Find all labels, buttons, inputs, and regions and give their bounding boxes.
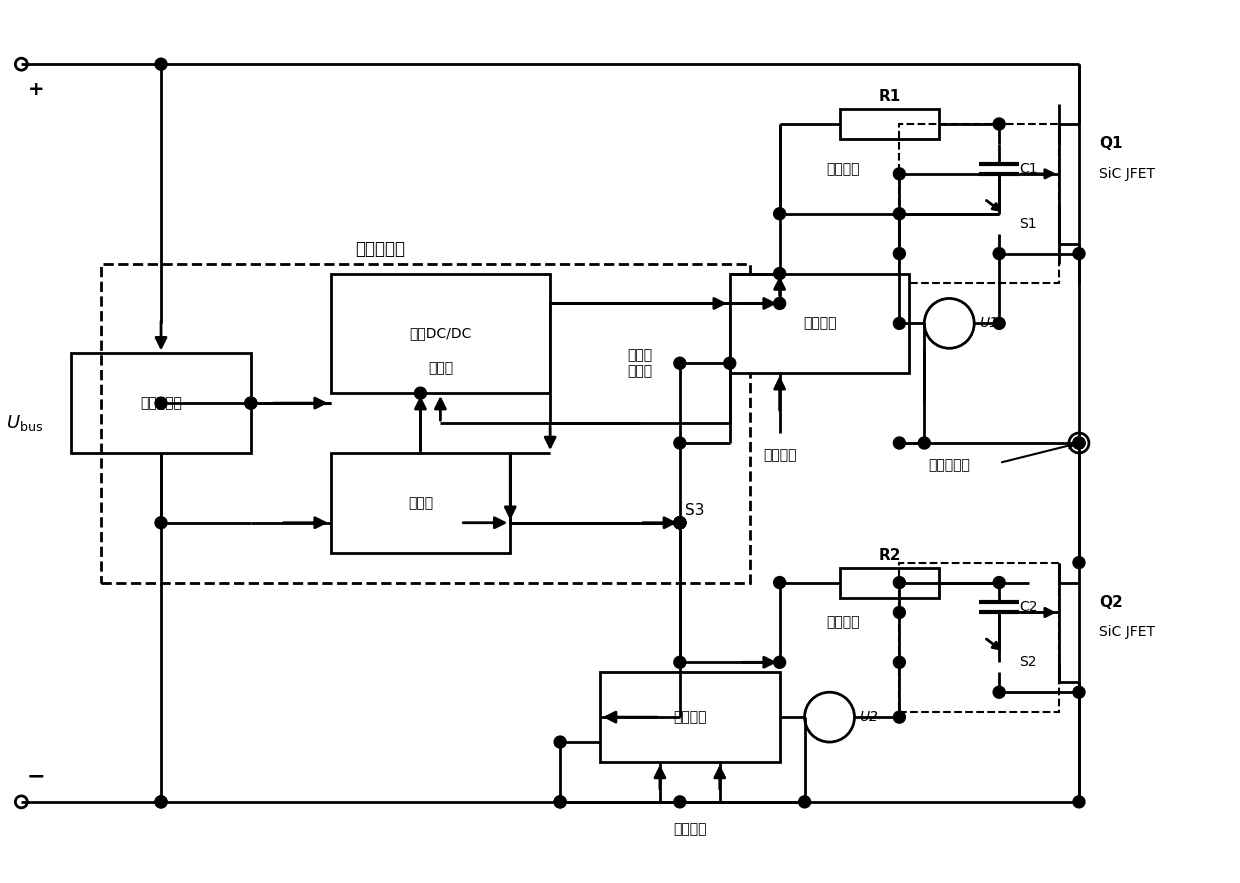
Text: $U_{\rm bus}$: $U_{\rm bus}$ [6, 413, 43, 433]
Circle shape [155, 796, 167, 808]
Circle shape [155, 397, 167, 409]
Circle shape [155, 796, 167, 808]
Text: SiC JFET: SiC JFET [1099, 625, 1154, 639]
Circle shape [1073, 796, 1085, 808]
Circle shape [673, 517, 686, 529]
Circle shape [673, 517, 686, 529]
Bar [899, 562, 1059, 713]
Circle shape [244, 397, 257, 409]
Circle shape [893, 437, 905, 449]
Circle shape [993, 686, 1006, 698]
Circle shape [554, 796, 567, 808]
Text: 控制器: 控制器 [408, 496, 433, 509]
Text: 快速DC/DC: 快速DC/DC [409, 327, 471, 340]
Text: +: + [29, 79, 45, 99]
Circle shape [893, 208, 905, 220]
Circle shape [774, 298, 786, 309]
Circle shape [993, 247, 1006, 260]
Circle shape [893, 168, 905, 180]
Text: C1: C1 [1019, 162, 1038, 176]
Text: 辅助电路: 辅助电路 [826, 162, 859, 176]
Circle shape [724, 358, 735, 369]
Circle shape [673, 358, 686, 369]
Text: 自保护电路: 自保护电路 [356, 239, 405, 258]
Text: Q1: Q1 [1099, 137, 1122, 152]
Circle shape [673, 656, 686, 668]
Bar [551, 304, 730, 423]
Circle shape [893, 577, 905, 589]
Circle shape [893, 656, 905, 668]
Text: 线性调节器: 线性调节器 [140, 396, 182, 410]
Circle shape [774, 268, 786, 280]
Circle shape [893, 317, 905, 329]
Circle shape [673, 517, 686, 529]
Text: Q2: Q2 [1099, 595, 1122, 610]
Circle shape [774, 656, 786, 668]
Bar [102, 263, 750, 583]
Bar [331, 274, 551, 393]
Circle shape [993, 118, 1006, 130]
Text: −: − [27, 767, 46, 787]
Circle shape [893, 711, 905, 723]
Text: SiC JFET: SiC JFET [1099, 167, 1154, 181]
Text: C2: C2 [1019, 600, 1038, 615]
Circle shape [774, 577, 786, 589]
Bar [331, 453, 510, 553]
Circle shape [993, 577, 1006, 589]
Bar [730, 274, 909, 374]
Text: U1: U1 [980, 316, 998, 330]
Text: 信号调
理电路: 信号调 理电路 [627, 348, 652, 378]
Circle shape [673, 517, 686, 529]
Bar [600, 672, 780, 762]
Circle shape [893, 247, 905, 260]
Circle shape [554, 736, 567, 748]
Circle shape [1073, 437, 1085, 449]
Text: 电流传感器: 电流传感器 [929, 458, 970, 472]
Circle shape [155, 517, 167, 529]
Text: 驱动芯片: 驱动芯片 [802, 316, 836, 330]
Bar [839, 109, 939, 139]
Text: S3: S3 [684, 502, 704, 517]
Text: 驱动芯片: 驱动芯片 [673, 710, 707, 724]
Circle shape [1073, 556, 1085, 569]
Circle shape [673, 437, 686, 449]
Circle shape [993, 317, 1006, 329]
Bar [899, 124, 1059, 283]
Circle shape [1073, 247, 1085, 260]
Text: 驱动输入: 驱动输入 [673, 822, 707, 836]
Bar [71, 353, 250, 453]
Bar [839, 568, 939, 598]
Text: 辅助电路: 辅助电路 [826, 615, 859, 630]
Text: U2: U2 [859, 710, 878, 724]
Circle shape [1073, 686, 1085, 698]
Text: S1: S1 [1019, 216, 1037, 230]
Text: R1: R1 [878, 89, 900, 104]
Circle shape [414, 387, 427, 399]
Circle shape [673, 796, 686, 808]
Circle shape [799, 796, 811, 808]
Text: 变换器: 变换器 [428, 361, 453, 375]
Text: R2: R2 [878, 547, 900, 562]
Text: 驱动输入: 驱动输入 [763, 448, 796, 462]
Circle shape [774, 208, 786, 220]
Circle shape [1073, 437, 1085, 449]
Text: S2: S2 [1019, 655, 1037, 669]
Circle shape [244, 397, 257, 409]
Circle shape [919, 437, 930, 449]
Circle shape [554, 796, 567, 808]
Circle shape [1073, 437, 1085, 449]
Circle shape [893, 607, 905, 618]
Circle shape [155, 58, 167, 70]
